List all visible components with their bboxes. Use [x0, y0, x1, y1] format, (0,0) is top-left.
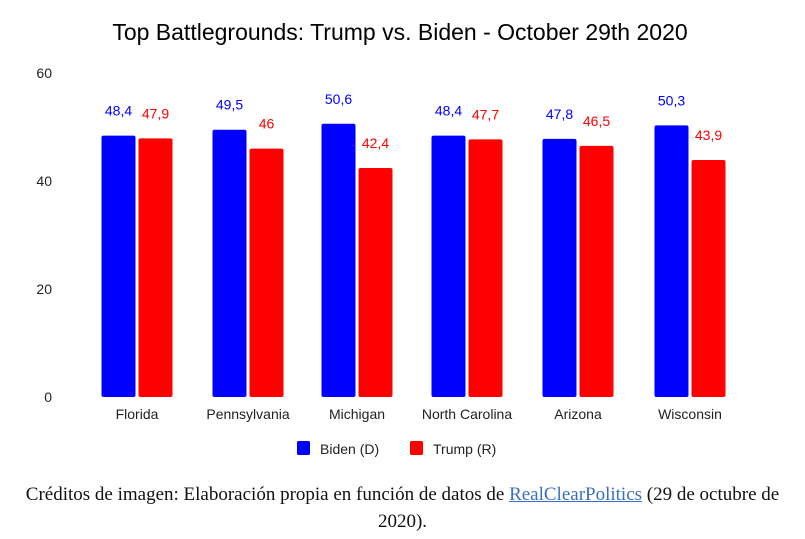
bar-trump [249, 148, 284, 397]
bar-biden [542, 138, 577, 397]
x-tick-label: Florida [116, 406, 159, 422]
caption-prefix: Créditos de imagen: Elaboración propia e… [25, 484, 510, 505]
y-axis: 0 20 40 60 [36, 65, 52, 405]
bar-biden [431, 135, 466, 397]
bar-trump [579, 145, 614, 397]
bar-biden [212, 129, 247, 397]
bar-trump [138, 138, 173, 397]
x-tick-label: Arizona [554, 406, 602, 422]
bar-trump [691, 159, 726, 397]
data-label: 47,7 [472, 106, 499, 122]
legend-swatch [297, 441, 310, 455]
image-credit-caption: Créditos de imagen: Elaboración propia e… [20, 481, 785, 535]
data-label: 47,8 [546, 106, 573, 122]
legend: Biden (D) Trump (R) [297, 441, 496, 457]
data-label: 48,4 [105, 103, 132, 119]
x-tick-label: Pennsylvania [206, 406, 289, 422]
data-label: 49,5 [216, 97, 243, 113]
data-label: 42,4 [362, 135, 389, 151]
y-tick-label: 40 [36, 173, 52, 189]
x-tick-label: North Carolina [422, 406, 512, 422]
data-label: 46 [259, 116, 275, 132]
y-tick-label: 0 [44, 389, 52, 405]
bar-trump [358, 168, 393, 397]
bar-chart: Top Battlegrounds: Trump vs. Biden - Oct… [36, 19, 726, 457]
data-label: 50,3 [658, 92, 685, 108]
legend-swatch [410, 441, 423, 455]
x-axis: Florida Pennsylvania Michigan North Carolin… [116, 406, 722, 422]
data-label: 46,5 [583, 113, 610, 129]
caption-suffix: (29 de octubre de 2020). [377, 484, 780, 532]
chart-title: Top Battlegrounds: Trump vs. Biden - Oct… [112, 19, 687, 45]
data-label: 48,4 [435, 103, 462, 119]
x-tick-label: Michigan [329, 406, 385, 422]
bar-trump [468, 139, 503, 398]
data-label: 50,6 [325, 91, 352, 107]
y-tick-label: 20 [36, 281, 52, 297]
legend-label: Trump (R) [433, 441, 496, 457]
realclearpolitics-link[interactable]: RealClearPolitics [509, 484, 643, 505]
bar-biden [321, 123, 356, 397]
data-label: 47,9 [142, 105, 169, 121]
x-tick-label: Wisconsin [658, 406, 722, 422]
legend-label: Biden (D) [320, 441, 379, 457]
bar-biden [654, 125, 689, 397]
data-label: 43,9 [695, 127, 722, 143]
bars: 48,4 47,9 49,5 46 50,6 42,4 48,4 47,7 47,8 46,5 50… [101, 91, 726, 398]
y-tick-label: 60 [36, 65, 52, 81]
bar-biden [101, 135, 136, 397]
